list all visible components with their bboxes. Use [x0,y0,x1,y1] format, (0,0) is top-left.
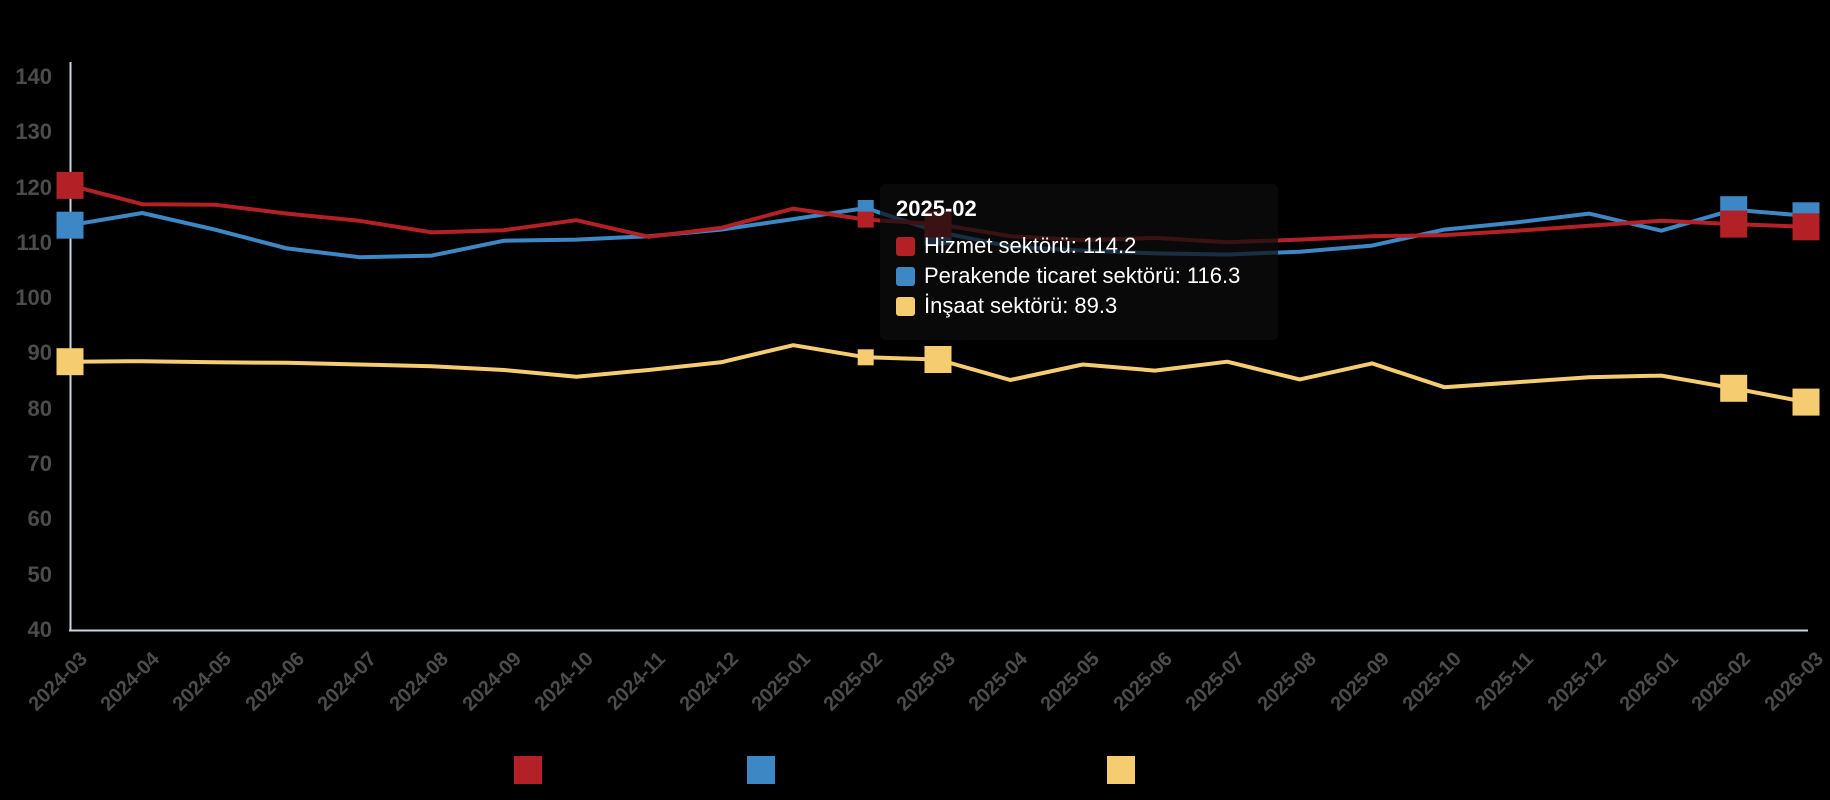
insaat-swatch-icon [896,296,915,316]
tooltip-title: 2025-02 [896,196,977,221]
y-tick-label-100: 100 [15,285,52,311]
hizmet-marker-2026-02[interactable] [1720,210,1748,238]
tooltip-row-text: Hizmet sektörü: 114.2 [924,233,1137,258]
hizmet-swatch-icon [896,236,915,256]
y-tick-label-40: 40 [27,616,52,642]
y-tick-label-50: 50 [27,561,52,587]
y-tick-label-80: 80 [27,395,52,421]
tooltip-row-text: Perakende ticaret sektörü: 116.3 [924,263,1241,288]
y-tick-label-90: 90 [27,340,52,366]
insaat-marker-2026-03[interactable] [1792,388,1820,416]
hizmet-marker-2026-03[interactable] [1792,213,1820,241]
insaat-marker-2024-03[interactable] [56,348,84,376]
tooltip: 2025-02 Hizmet sektörü: 114.2 Perakende t… [880,184,1278,340]
insaat-marker-2025-03[interactable] [924,346,952,373]
y-tick-label-60: 60 [27,506,52,532]
insaat-marker-2026-02[interactable] [1720,374,1748,402]
insaat-hover-marker-2025-02[interactable] [857,349,874,366]
tooltip-rows: Hizmet sektörü: 114.2 Perakende ticaret s… [896,231,1262,321]
legend-swatch-perakende[interactable] [747,756,775,784]
y-tick-label-110: 110 [16,229,53,255]
perakende-marker-2024-03[interactable] [56,211,84,239]
y-tick-label-140: 140 [15,64,52,89]
tooltip-row-text: İnşaat sektörü: 89.3 [924,293,1118,318]
legend-swatch-insaat[interactable] [1107,756,1135,784]
hizmet-hover-marker-2025-02[interactable] [857,211,874,228]
hizmet-marker-2024-03[interactable] [56,171,84,199]
legend-swatch-hizmet[interactable] [514,756,542,784]
y-tick-label-130: 130 [15,119,52,145]
tooltip-row-hizmet: Hizmet sektörü: 114.2 [896,231,1262,261]
y-tick-label-70: 70 [27,451,52,477]
tooltip-row-perakende: Perakende ticaret sektörü: 116.3 [896,261,1262,291]
tooltip-row-insaat: İnşaat sektörü: 89.3 [896,291,1262,321]
y-tick-label-120: 120 [15,174,52,200]
perakende-swatch-icon [896,266,915,286]
